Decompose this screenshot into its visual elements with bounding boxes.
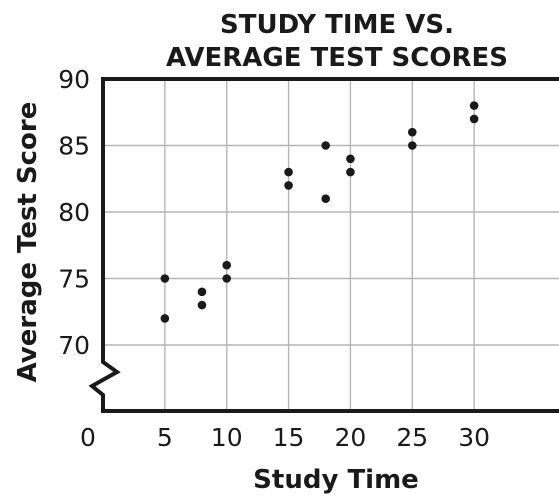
x-tick-label: 15 <box>273 423 305 452</box>
y-tick-label: 70 <box>58 331 90 360</box>
data-point <box>197 287 207 297</box>
data-point <box>346 154 355 164</box>
tick-labels: 70 75 80 85 90 0 5 10 15 20 25 30 <box>58 65 490 452</box>
x-tick-label: 5 <box>157 423 173 452</box>
x-tick-label: 30 <box>458 423 490 452</box>
grid-lines <box>103 79 559 411</box>
data-point <box>469 101 479 110</box>
data-point <box>222 274 232 283</box>
y-tick-label: 85 <box>58 132 90 161</box>
axis-frame-with-break <box>88 77 559 413</box>
y-tick-label: 90 <box>58 65 90 94</box>
data-point <box>321 194 330 203</box>
x-origin-label: 0 <box>80 423 96 452</box>
x-axis-label: Study Time <box>253 465 419 495</box>
data-point <box>346 167 355 177</box>
y-tick-label: 80 <box>58 198 90 227</box>
y-axis-label: Average Test Score <box>13 102 43 383</box>
chart-title-line-2: AVERAGE TEST SCORES <box>166 43 508 73</box>
data-point <box>407 141 417 150</box>
data-points <box>160 101 479 323</box>
data-point <box>197 300 207 310</box>
data-point <box>284 181 293 190</box>
data-point <box>160 274 170 283</box>
data-point <box>407 127 417 137</box>
x-tick-label: 25 <box>396 423 428 452</box>
data-point <box>222 260 232 270</box>
data-point <box>321 141 330 150</box>
data-point <box>469 114 479 124</box>
data-point <box>160 314 170 323</box>
x-tick-label: 20 <box>335 423 367 452</box>
y-tick-label: 75 <box>58 265 90 294</box>
x-tick-label: 10 <box>211 423 243 452</box>
chart-title-line-1: STUDY TIME VS. <box>220 10 454 40</box>
plot-frame <box>88 77 559 413</box>
data-point <box>284 167 293 177</box>
